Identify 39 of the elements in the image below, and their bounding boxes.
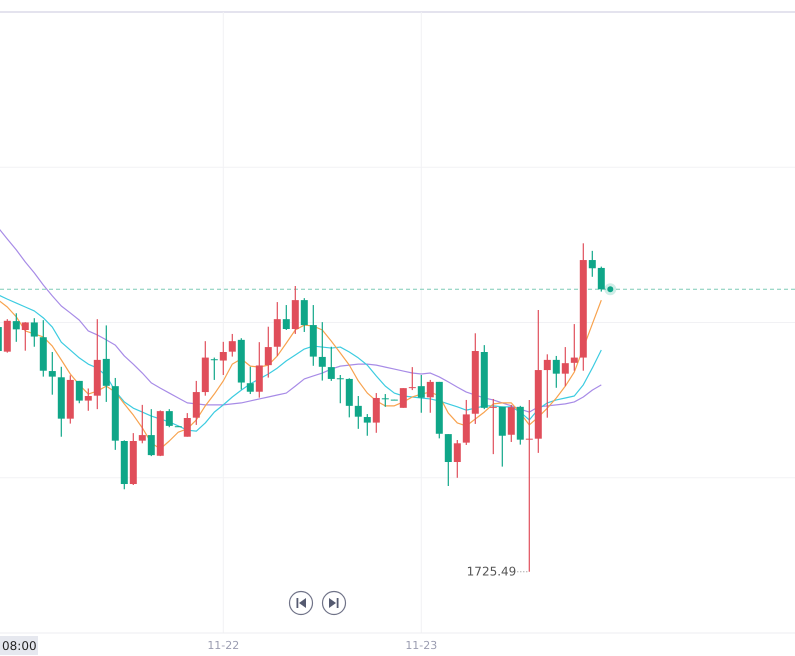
- candlestick: [166, 408, 173, 428]
- candlestick: [552, 355, 560, 388]
- candlestick: [282, 304, 290, 331]
- candlestick: [364, 413, 371, 436]
- candlestick: [22, 322, 29, 352]
- candlestick: [336, 374, 344, 404]
- candlestick: [544, 354, 551, 418]
- x-tick-label: 11-23: [405, 639, 438, 652]
- candlestick: [210, 356, 218, 381]
- x-tick-label: 11-22: [207, 639, 240, 652]
- candlestick: [148, 408, 155, 457]
- candlestick: [184, 412, 191, 438]
- candlestick: [526, 399, 533, 572]
- candlestick: [598, 266, 605, 292]
- candlestick: [570, 323, 578, 372]
- candlestick: [264, 326, 272, 378]
- annotation: 1725.49: [466, 564, 516, 579]
- candlestick: [562, 346, 569, 387]
- candlestick: [220, 341, 227, 376]
- candlestick: [354, 395, 362, 430]
- candlestick: [588, 250, 596, 278]
- candlestick: [12, 312, 20, 342]
- candlestick: [418, 374, 425, 414]
- candlestick: [408, 366, 416, 391]
- candlestick: [328, 346, 335, 382]
- candlestick: [382, 393, 389, 408]
- candlestick: [318, 322, 326, 382]
- candlestick: [76, 380, 83, 404]
- candlestick: [246, 366, 254, 395]
- text: 08:00: [2, 639, 37, 653]
- candlestick: [84, 388, 92, 412]
- candlestick: [400, 388, 407, 408]
- candlestick: [48, 351, 56, 396]
- candlestick: [454, 439, 461, 478]
- candlestick: [490, 398, 497, 455]
- candlestick: [228, 333, 236, 358]
- candlestick: [138, 404, 146, 444]
- candlestick: [426, 379, 434, 414]
- candlestick: [30, 318, 38, 348]
